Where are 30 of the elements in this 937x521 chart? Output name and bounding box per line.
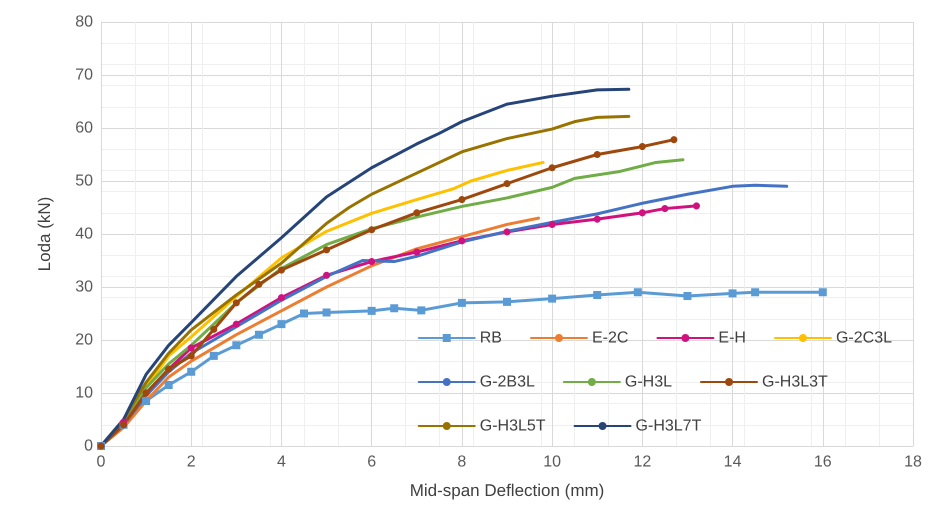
- y-tick-label: 70: [75, 66, 94, 84]
- y-tick-label: 20: [75, 332, 94, 348]
- legend-label: G-2B3L: [480, 374, 535, 390]
- legend-label: G-H3L5T: [480, 418, 546, 434]
- y-tick-label: 50: [75, 172, 94, 190]
- legend-label: G-2C3L: [836, 330, 892, 346]
- y-tick-label: 40: [75, 226, 94, 242]
- legend-label: G-H3L: [624, 374, 672, 390]
- x-tick-label: 2: [186, 454, 196, 470]
- x-tick-label: 14: [724, 454, 742, 470]
- x-tick-label: 0: [96, 454, 106, 470]
- y-tick-label: 30: [75, 278, 94, 296]
- y-tick-label: 10: [75, 384, 94, 402]
- legend-label: RB: [480, 330, 502, 346]
- y-tick-label: 60: [75, 120, 94, 136]
- legend-label: E-2C: [592, 330, 628, 346]
- x-tick-label: 16: [814, 454, 832, 470]
- x-tick-label: 18: [904, 454, 922, 470]
- x-tick-label: 4: [276, 454, 286, 470]
- x-tick-label: 12: [633, 454, 652, 470]
- legend-label: G-H3L7T: [636, 418, 702, 434]
- x-tick-label: 8: [457, 454, 466, 470]
- legend-label: G-H3L3T: [762, 374, 828, 390]
- legend-label: E-H: [718, 330, 746, 346]
- y-axis-title: Loda (kN): [35, 196, 54, 272]
- x-axis-title: Mid-span Deflection (mm): [410, 481, 604, 500]
- y-tick-label: 80: [75, 14, 94, 30]
- x-tick-label: 6: [367, 454, 376, 470]
- x-tick-label: 10: [543, 454, 562, 470]
- y-tick-label: 0: [84, 438, 94, 454]
